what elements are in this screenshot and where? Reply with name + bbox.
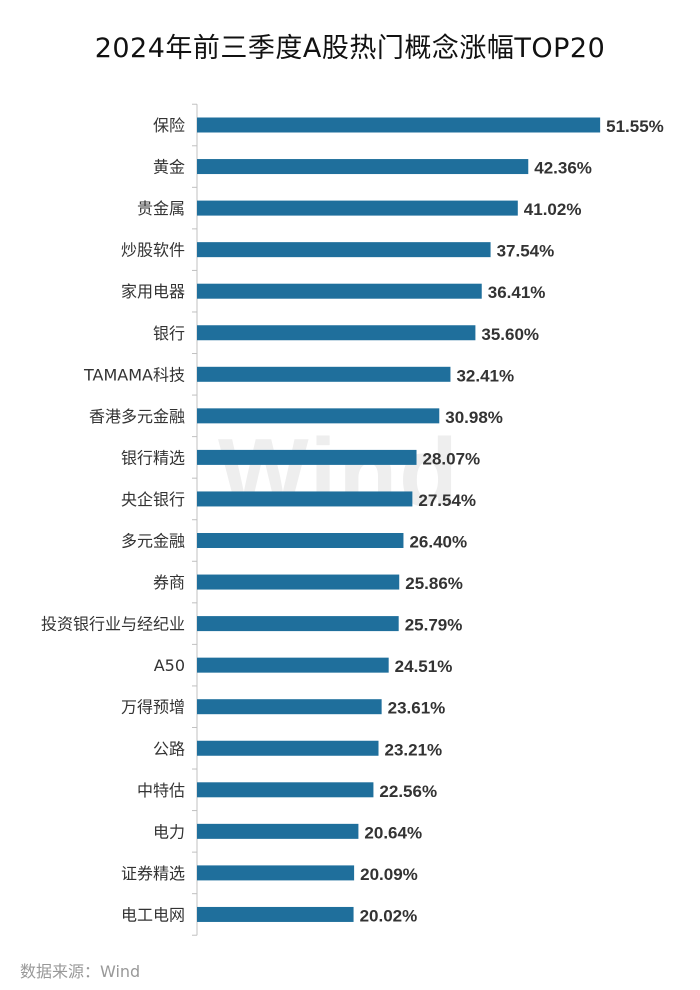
value-label: 20.64% <box>364 823 422 842</box>
value-label: 36.41% <box>488 283 546 302</box>
category-label: 中特估 <box>137 781 185 800</box>
value-label: 25.79% <box>405 616 463 635</box>
category-label: 银行精选 <box>121 448 185 467</box>
category-label: 炒股软件 <box>121 241 185 260</box>
bar <box>197 574 400 590</box>
bar <box>197 533 404 548</box>
category-label: A50 <box>154 656 185 675</box>
category-label: 万得预增 <box>121 698 185 717</box>
bar <box>197 325 476 341</box>
value-label: 24.51% <box>395 657 453 676</box>
category-label: 公路 <box>153 739 185 758</box>
watermark-logo: Wind <box>218 419 460 526</box>
value-label: 32.41% <box>456 366 514 385</box>
category-label: 电力 <box>153 822 185 841</box>
category-label: 香港多元金融 <box>89 407 185 426</box>
source-note: 数据来源：Wind <box>20 962 141 981</box>
category-label: 央企银行 <box>121 490 185 509</box>
category-label: 券商 <box>153 573 185 592</box>
bar <box>197 200 518 216</box>
value-label: 20.09% <box>360 865 418 884</box>
category-label: 保险 <box>153 116 185 135</box>
chart-title: 2024年前三季度A股热门概念涨幅TOP20 <box>94 33 606 64</box>
value-label: 28.07% <box>423 449 481 468</box>
value-label: 23.61% <box>388 699 446 718</box>
value-label: 26.40% <box>409 533 467 552</box>
bar <box>197 699 382 715</box>
bar <box>197 283 482 299</box>
bar <box>197 823 359 839</box>
bar <box>197 865 355 881</box>
value-label: 23.21% <box>385 740 443 759</box>
category-label: 家用电器 <box>121 282 185 301</box>
value-label: 35.60% <box>481 325 539 344</box>
category-label: TAMAMA科技 <box>83 365 185 384</box>
value-label: 41.02% <box>524 200 582 219</box>
value-label: 22.56% <box>379 782 437 801</box>
bar <box>197 242 491 258</box>
value-label: 37.54% <box>497 242 555 261</box>
category-label: 贵金属 <box>137 199 185 218</box>
category-label: 银行 <box>153 324 185 343</box>
category-label: 投资银行业与经纪业 <box>41 615 185 634</box>
bar <box>197 117 601 133</box>
bar <box>197 616 399 632</box>
bar <box>197 159 529 175</box>
bar <box>197 906 354 922</box>
value-label: 30.98% <box>445 408 503 427</box>
bar <box>197 366 451 382</box>
category-label: 多元金融 <box>121 532 185 551</box>
category-label: 黄金 <box>153 158 185 177</box>
value-label: 27.54% <box>418 491 476 510</box>
bar <box>197 491 413 507</box>
bar <box>197 408 440 424</box>
bar <box>197 782 374 798</box>
value-label: 25.86% <box>405 574 463 593</box>
value-label: 51.55% <box>606 117 664 136</box>
bar <box>197 740 379 756</box>
bar <box>197 657 389 673</box>
value-label: 42.36% <box>534 159 592 178</box>
category-label: 电工电网 <box>121 905 185 924</box>
category-label: 证券精选 <box>121 864 185 883</box>
bar <box>197 449 417 465</box>
value-label: 20.02% <box>360 906 418 925</box>
